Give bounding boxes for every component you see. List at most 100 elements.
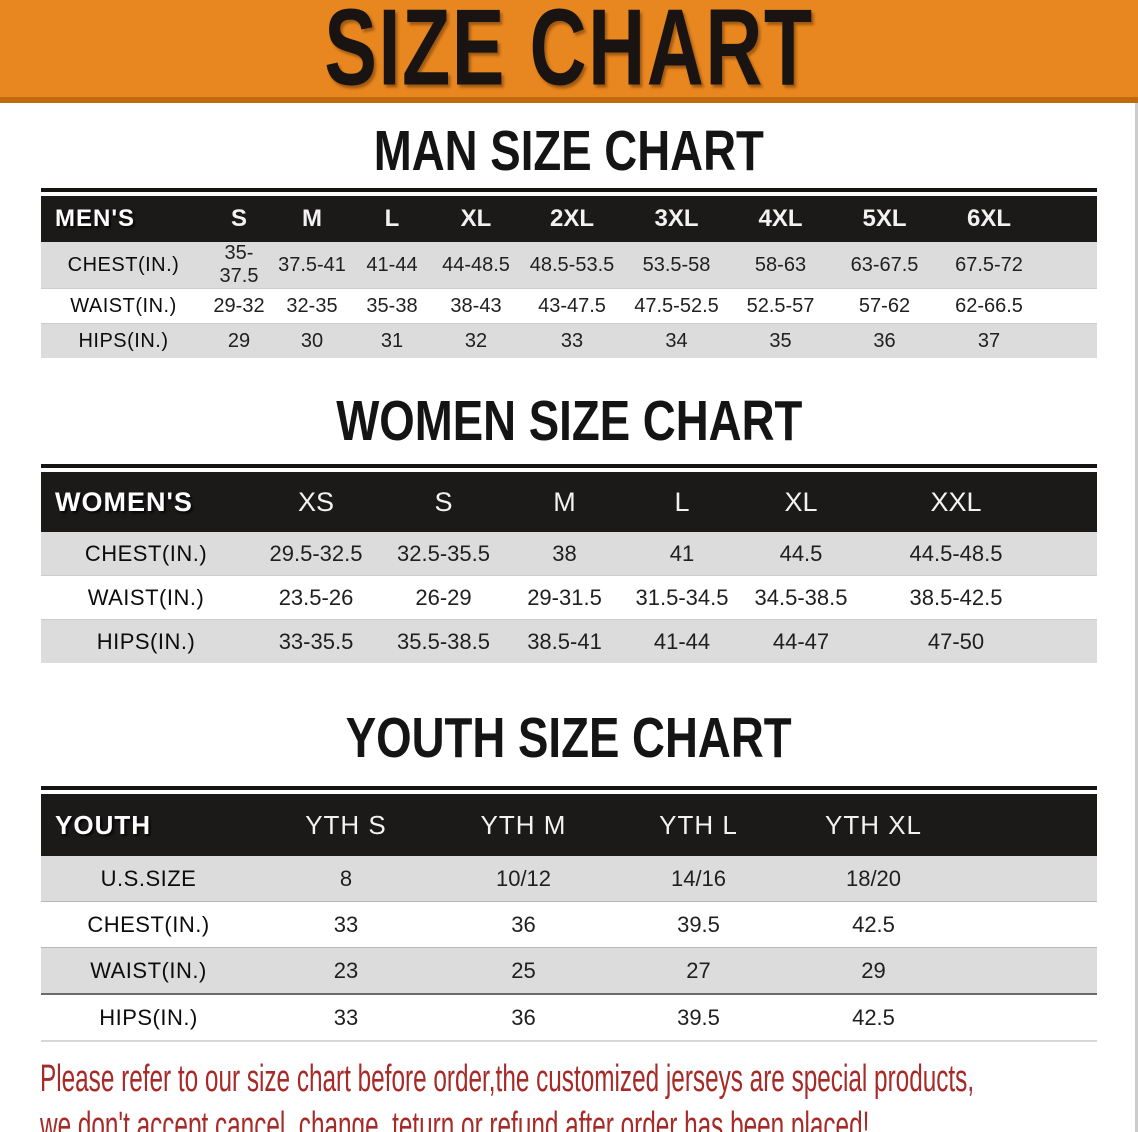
women-size-table: WOMEN'S XS S M L XL XXL CHEST(IN.) 29.5-… xyxy=(41,464,1097,663)
size-value-cell: 23.5-26 xyxy=(251,575,381,620)
row-label: HIPS(IN.) xyxy=(41,993,256,1041)
policy-note-line-2: we don't accept cancel, change, teturn o… xyxy=(40,1105,870,1132)
size-value-cell: 42.5 xyxy=(786,993,961,1041)
size-value-cell: 29 xyxy=(206,323,272,358)
spacer-cell xyxy=(1051,575,1097,620)
size-column-header: S xyxy=(230,205,247,232)
spacer-cell xyxy=(1041,323,1097,358)
right-edge-artifact xyxy=(1135,103,1138,1132)
size-column-header: 5XL xyxy=(862,205,907,232)
size-column-header: YTH L xyxy=(659,809,738,840)
table-row: WAIST(IN.) 23.5-26 26-29 29-31.5 31.5-34… xyxy=(41,575,1097,620)
size-value-cell: 32-35 xyxy=(272,288,352,324)
size-value-cell: 41-44 xyxy=(352,242,432,289)
size-value-cell: 39.5 xyxy=(611,901,786,948)
size-value-cell: 38.5-41 xyxy=(506,619,623,663)
spacer-cell xyxy=(1051,472,1097,532)
size-value-cell: 33 xyxy=(520,323,624,358)
size-value-cell: 41 xyxy=(623,532,741,576)
size-column-header: 2XL xyxy=(549,205,594,232)
size-value-cell: 53.5-58 xyxy=(624,242,729,289)
row-label: CHEST(IN.) xyxy=(41,242,206,289)
size-value-cell: 35 xyxy=(729,323,832,358)
size-value-cell: 18/20 xyxy=(786,856,961,902)
table-row: WAIST(IN.) 23 25 27 29 xyxy=(41,947,1097,994)
size-value-cell: 38.5-42.5 xyxy=(861,575,1051,620)
size-value-cell: 27 xyxy=(611,947,786,994)
table-top-rule xyxy=(41,786,1097,790)
size-value-cell: 58-63 xyxy=(729,242,832,289)
size-value-cell: 44.5-48.5 xyxy=(861,532,1051,576)
row-label: U.S.SIZE xyxy=(41,856,256,902)
size-value-cell: 36 xyxy=(436,993,611,1041)
size-value-cell: 36 xyxy=(436,901,611,948)
men-section-title: MAN SIZE CHART xyxy=(373,119,765,183)
youth-size-table: YOUTH YTH S YTH M YTH L YTH XL U.S.SIZE … xyxy=(41,786,1097,1042)
size-value-cell: 34.5-38.5 xyxy=(741,575,861,620)
size-value-cell: 33-35.5 xyxy=(251,619,381,663)
row-label: CHEST(IN.) xyxy=(41,901,256,948)
size-value-cell: 25 xyxy=(436,947,611,994)
row-label: WAIST(IN.) xyxy=(41,575,251,620)
size-value-cell: 44.5 xyxy=(741,532,861,576)
order-policy-note: Please refer to our size chart before or… xyxy=(40,1056,1138,1132)
size-value-cell: 37.5-41 xyxy=(272,242,352,289)
size-column-header: 3XL xyxy=(654,205,699,232)
size-column-header: YTH XL xyxy=(824,809,923,840)
size-column-header: YTH S xyxy=(305,809,387,840)
row-label: HIPS(IN.) xyxy=(41,619,251,663)
table-row: HIPS(IN.) 33 36 39.5 42.5 xyxy=(41,993,1097,1041)
size-value-cell: 8 xyxy=(256,856,436,902)
size-column-header: XL xyxy=(784,486,818,517)
size-value-cell: 37 xyxy=(937,323,1041,358)
size-value-cell: 36 xyxy=(832,323,937,358)
men-size-table: MEN'S S M L XL 2XL 3XL 4XL 5XL 6XL CHEST… xyxy=(41,188,1097,358)
size-value-cell: 62-66.5 xyxy=(937,288,1041,324)
size-value-cell: 34 xyxy=(624,323,729,358)
spacer-cell xyxy=(961,947,1097,994)
size-value-cell: 31 xyxy=(352,323,432,358)
youth-section-title: YOUTH SIZE CHART xyxy=(346,706,792,770)
size-value-cell: 44-48.5 xyxy=(432,242,520,289)
row-label: HIPS(IN.) xyxy=(41,323,206,358)
women-section-title: WOMEN SIZE CHART xyxy=(335,389,803,453)
size-value-cell: 29-32 xyxy=(206,288,272,324)
women-band-label: WOMEN'S xyxy=(55,486,193,517)
size-value-cell: 48.5-53.5 xyxy=(520,242,624,289)
size-chart-banner: SIZE CHART xyxy=(0,0,1138,103)
size-value-cell: 29 xyxy=(786,947,961,994)
size-value-cell: 32 xyxy=(432,323,520,358)
size-value-cell: 10/12 xyxy=(436,856,611,902)
banner-title: SIZE CHART xyxy=(324,0,814,103)
size-value-cell: 29.5-32.5 xyxy=(251,532,381,576)
size-value-cell: 39.5 xyxy=(611,993,786,1041)
size-column-header: XXL xyxy=(930,486,982,517)
size-column-header: XS xyxy=(297,486,335,517)
table-top-rule xyxy=(41,464,1097,468)
size-value-cell: 35-38 xyxy=(352,288,432,324)
table-row: CHEST(IN.) 29.5-32.5 32.5-35.5 38 41 44.… xyxy=(41,532,1097,576)
size-value-cell: 29-31.5 xyxy=(506,575,623,620)
spacer-cell xyxy=(1051,532,1097,576)
spacer-cell xyxy=(961,794,1097,856)
size-value-cell: 52.5-57 xyxy=(729,288,832,324)
size-column-header: M xyxy=(302,205,322,232)
table-row: U.S.SIZE 8 10/12 14/16 18/20 xyxy=(41,856,1097,902)
size-value-cell: 26-29 xyxy=(381,575,506,620)
spacer-cell xyxy=(1051,619,1097,663)
size-column-header: L xyxy=(384,205,400,232)
size-value-cell: 38 xyxy=(506,532,623,576)
size-value-cell: 30 xyxy=(272,323,352,358)
size-column-header: M xyxy=(553,486,576,517)
youth-header-row: YOUTH YTH S YTH M YTH L YTH XL xyxy=(41,794,1097,856)
size-value-cell: 35-37.5 xyxy=(206,242,272,289)
spacer-cell xyxy=(961,993,1097,1041)
size-value-cell: 57-62 xyxy=(832,288,937,324)
size-column-header: 6XL xyxy=(966,205,1011,232)
size-value-cell: 31.5-34.5 xyxy=(623,575,741,620)
spacer-cell xyxy=(961,901,1097,948)
men-header-row: MEN'S S M L XL 2XL 3XL 4XL 5XL 6XL xyxy=(41,196,1097,242)
size-value-cell: 47.5-52.5 xyxy=(624,288,729,324)
size-value-cell: 63-67.5 xyxy=(832,242,937,289)
